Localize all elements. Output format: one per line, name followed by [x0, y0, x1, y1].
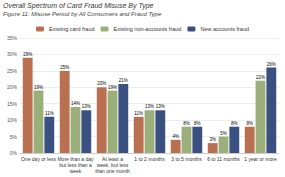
svg-text:One day or less: One day or less	[21, 156, 57, 162]
svg-text:30%: 30%	[7, 51, 18, 57]
svg-text:Figure 11: Misuse Period by Al: Figure 11: Misuse Period by All Consumer…	[3, 11, 162, 17]
svg-text:More than a day: More than a day	[57, 156, 94, 162]
svg-text:14%: 14%	[71, 101, 80, 106]
svg-text:8%: 8%	[183, 121, 190, 126]
svg-text:week, but less: week, but less	[96, 162, 129, 168]
svg-text:8%: 8%	[231, 121, 238, 126]
svg-text:6 to 11 months: 6 to 11 months	[207, 156, 240, 162]
svg-text:Existing card fraud: Existing card fraud	[49, 26, 95, 32]
svg-text:20%: 20%	[97, 81, 106, 86]
svg-text:New accounts fraud: New accounts fraud	[200, 26, 249, 32]
svg-text:11%: 11%	[45, 111, 54, 116]
svg-text:25%: 25%	[60, 65, 69, 70]
svg-text:8%: 8%	[194, 121, 201, 126]
svg-text:25%: 25%	[7, 68, 18, 74]
svg-text:Overall Spectrum of Card Fraud: Overall Spectrum of Card Fraud Misuse By…	[3, 2, 154, 10]
svg-text:35%: 35%	[7, 35, 18, 41]
svg-text:At least a: At least a	[102, 156, 123, 162]
svg-text:5%: 5%	[220, 131, 227, 136]
svg-text:20%: 20%	[7, 84, 18, 90]
svg-text:13%: 13%	[82, 104, 91, 109]
svg-text:11%: 11%	[134, 111, 143, 116]
svg-text:3%: 3%	[209, 137, 216, 142]
svg-text:19%: 19%	[108, 85, 117, 90]
svg-text:15%: 15%	[7, 101, 18, 107]
svg-text:1 year or more: 1 year or more	[244, 156, 277, 162]
svg-text:26%: 26%	[267, 62, 276, 67]
svg-text:4%: 4%	[172, 134, 179, 139]
svg-text:than one month: than one month	[95, 168, 130, 174]
svg-text:5%: 5%	[10, 134, 18, 140]
svg-text:but less than a: but less than a	[59, 162, 92, 168]
svg-text:22%: 22%	[256, 75, 265, 80]
svg-text:0%: 0%	[10, 150, 18, 156]
svg-text:week: week	[70, 168, 82, 174]
svg-text:8%: 8%	[246, 121, 253, 126]
svg-text:Existing non-accounts fraud: Existing non-accounts fraud	[114, 26, 182, 32]
svg-text:10%: 10%	[7, 117, 18, 123]
svg-text:3 to 5 months: 3 to 5 months	[171, 156, 202, 162]
svg-text:21%: 21%	[119, 78, 128, 83]
svg-text:1 to 2 months: 1 to 2 months	[134, 156, 165, 162]
svg-text:29%: 29%	[23, 52, 32, 57]
svg-text:13%: 13%	[156, 104, 165, 109]
svg-text:19%: 19%	[34, 85, 43, 90]
svg-text:13%: 13%	[145, 104, 154, 109]
